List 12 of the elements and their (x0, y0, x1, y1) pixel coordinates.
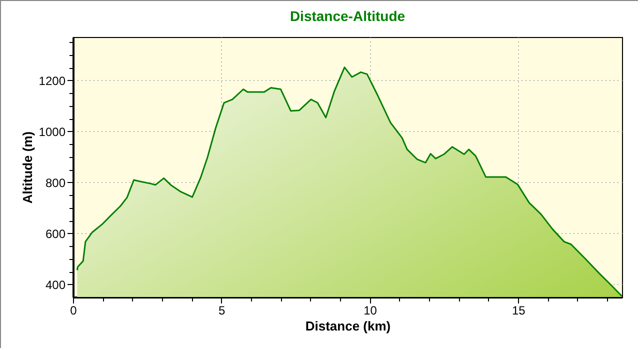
chart-title: Distance-Altitude (290, 8, 406, 24)
y-tick-label: 800 (45, 176, 66, 190)
y-axis-title: Altitude (m) (20, 131, 35, 204)
x-tick-label: 10 (364, 304, 378, 318)
x-tick-label: 0 (70, 304, 78, 318)
x-axis-title: Distance (km) (305, 318, 391, 334)
x-tick-label: 5 (218, 304, 226, 318)
x-tick-label: 15 (512, 304, 526, 318)
y-tick-label: 600 (45, 226, 66, 241)
y-tick-label: 1000 (38, 124, 66, 139)
y-tick-label: 1200 (38, 74, 66, 88)
y-tick-label: 400 (45, 278, 66, 292)
